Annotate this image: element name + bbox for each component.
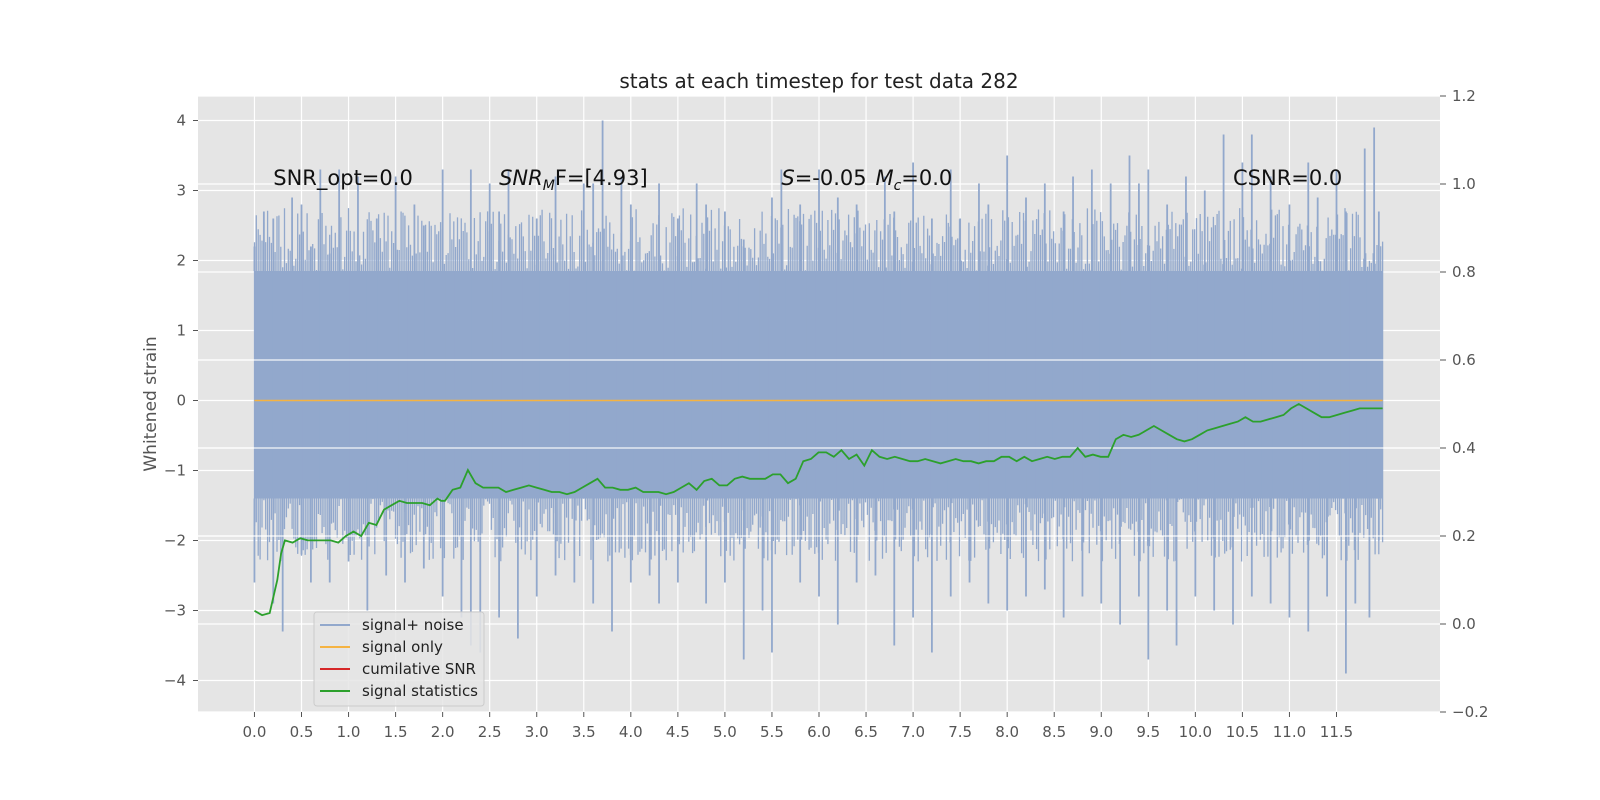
- signal-statistics-line: [254, 402, 1383, 617]
- x-tick-label: 9.0: [1089, 723, 1113, 741]
- legend-box: [313, 611, 485, 707]
- annotation-snr_opt: SNR_opt=0.0: [273, 166, 413, 191]
- x-tick-label: 5.0: [713, 723, 737, 741]
- legend-label: cumilative SNR: [362, 660, 476, 678]
- y2-tick-label: 0.2: [1452, 527, 1476, 545]
- annotation-csnr: CSNR=0.0: [1233, 166, 1342, 190]
- y2-tick-label: −0.2: [1452, 703, 1488, 721]
- x-tick-label: 11.5: [1320, 723, 1353, 741]
- annotation-text: M: [875, 166, 893, 190]
- y2-tick-label: 0.0: [1452, 615, 1476, 633]
- legend-label: signal+ noise: [362, 616, 464, 634]
- x-tick-label: 4.5: [666, 723, 690, 741]
- annotation-text: SNR: [499, 166, 543, 190]
- x-tick-label: 4.0: [619, 723, 643, 741]
- annotation-text: SNR_opt=0.0: [273, 166, 413, 191]
- y-tick-label: 3: [176, 182, 186, 200]
- y-axis-label: Whitened strain: [141, 336, 161, 471]
- annotations: SNR_opt=0.0 SNRMF=[4.93] S=-0.05 Mc=0.0 CSNR…: [273, 166, 1342, 194]
- chart-title: stats at each timestep for test data 282: [619, 69, 1018, 93]
- y2-tick-label: 1.0: [1452, 175, 1476, 193]
- annotation-subscript: M: [543, 178, 555, 194]
- legend-label: signal only: [362, 638, 443, 656]
- noise-texture: [253, 208, 1384, 562]
- y-axis-right: −0.2 0.0 0.2 0.4 0.6 0.8 1.0 1.2: [1440, 87, 1488, 721]
- y-tick-label: −2: [164, 532, 186, 550]
- x-tick-label: 3.0: [525, 723, 549, 741]
- y-tick-label: 4: [176, 112, 186, 130]
- x-tick-label: 3.5: [572, 723, 596, 741]
- y2-tick-label: 1.2: [1452, 87, 1476, 105]
- annotation-text: S: [781, 166, 794, 190]
- x-tick-label: 10.0: [1179, 723, 1212, 741]
- y-tick-label: 1: [176, 322, 186, 340]
- y-axis-left: −4 −3 −2 −1 0 1 2 3 4: [164, 112, 198, 690]
- x-tick-label: 11.0: [1273, 723, 1306, 741]
- x-tick-label: 10.5: [1226, 723, 1259, 741]
- x-tick-label: 7.0: [901, 723, 925, 741]
- x-tick-label: 1.0: [337, 723, 361, 741]
- legend-label: signal statistics: [362, 682, 478, 700]
- x-axis: 0.0 0.5 1.0 1.5 2.0 2.5 3.0 3.5 4.0 4.5 5.0 5.5 6.0 6…: [243, 712, 1353, 741]
- annotation-text2: =-0.05: [795, 166, 867, 190]
- annotation-text2: =0.0: [901, 166, 952, 190]
- annotation-text2: F=[4.93]: [555, 166, 648, 190]
- x-tick-label: 6.5: [854, 723, 878, 741]
- y-tick-label: −1: [164, 462, 186, 480]
- signal-statistics-series: [254, 402, 1383, 617]
- signal-noise-series: [198, 120, 1440, 674]
- x-tick-label: 6.0: [807, 723, 831, 741]
- annotation-text: CSNR=0.0: [1233, 166, 1342, 190]
- y2-tick-label: 0.6: [1452, 351, 1476, 369]
- annotation-s: S=-0.05: [781, 166, 866, 190]
- y-tick-label: −4: [164, 672, 186, 690]
- x-tick-label: 2.5: [478, 723, 502, 741]
- y-tick-label: 2: [176, 252, 186, 270]
- y-tick-label: 0: [176, 392, 186, 410]
- y2-tick-label: 0.8: [1452, 263, 1476, 281]
- x-tick-label: 1.5: [384, 723, 408, 741]
- x-tick-label: 7.5: [948, 723, 972, 741]
- x-tick-label: 0.5: [290, 723, 314, 741]
- x-tick-label: 8.5: [1042, 723, 1066, 741]
- annotation-snr_mf: SNRMF=[4.93]: [499, 166, 648, 194]
- annotation-subscript: c: [894, 178, 902, 194]
- x-tick-label: 9.5: [1136, 723, 1160, 741]
- annotation-mc: Mc=0.0: [875, 166, 952, 194]
- x-tick-label: 2.0: [431, 723, 455, 741]
- x-tick-label: 5.5: [760, 723, 784, 741]
- y2-tick-label: 0.4: [1452, 439, 1476, 457]
- legend: signal+ noise signal only cumilative SNR si…: [313, 611, 485, 707]
- y-tick-label: −3: [164, 602, 186, 620]
- x-tick-label: 0.0: [243, 723, 267, 741]
- x-tick-label: 8.0: [995, 723, 1019, 741]
